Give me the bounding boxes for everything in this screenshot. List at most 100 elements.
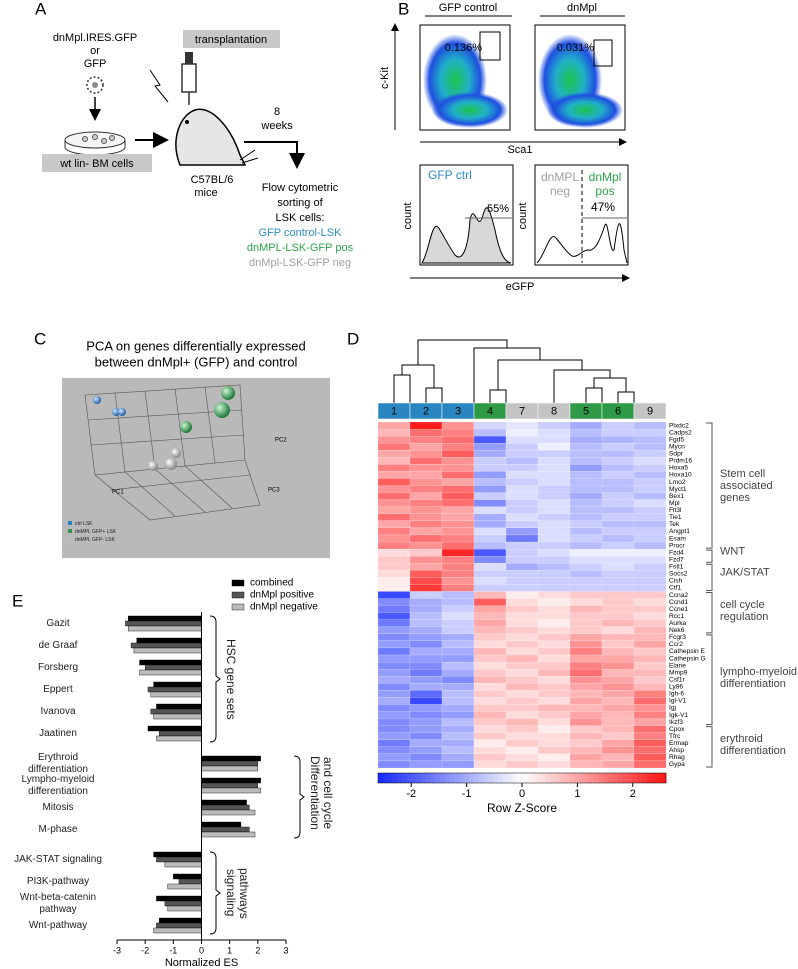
group-bracket — [706, 726, 713, 768]
column-label: 1 — [391, 405, 397, 417]
group-label: signaling pathways — [224, 867, 251, 919]
gene-label: Rcc1 — [669, 613, 684, 620]
heatmap-cell — [505, 753, 539, 762]
gene-label: Cpox — [669, 726, 685, 733]
heatmap-cell — [633, 633, 667, 641]
heatmap-cell — [601, 513, 635, 521]
heatmap-cell — [569, 732, 603, 740]
panel-label: B — [398, 0, 409, 18]
heatmap-cell — [601, 450, 635, 458]
mouse-text: mice — [194, 187, 217, 199]
heatmap-cell — [633, 662, 667, 670]
flow-density — [547, 92, 623, 128]
bar — [147, 686, 202, 693]
heatmap-cell — [601, 711, 635, 719]
color-key-step — [483, 773, 489, 783]
bar — [147, 725, 202, 732]
heatmap-cell — [473, 683, 507, 691]
heatmap-cell — [377, 443, 411, 451]
pca-title: PCA on genes differentially expressed — [86, 338, 305, 353]
heatmap-cell — [377, 436, 411, 444]
heatmap-cell — [505, 436, 539, 444]
heatmap-cell — [601, 471, 635, 479]
category-label: Lympho-myeloid differentiation — [21, 774, 95, 797]
color-key-step — [416, 773, 422, 783]
heatmap-cell — [505, 690, 539, 698]
heatmap-cell — [473, 457, 507, 465]
legend-label: dnMPL GFP- LSK — [75, 537, 115, 543]
heatmap-cell — [569, 633, 603, 641]
heatmap-cell — [505, 450, 539, 458]
group-label: cell cycle regulation — [720, 598, 769, 623]
heatmap-cell — [473, 711, 507, 719]
gene-label: Esam — [669, 535, 686, 542]
heatmap-cell — [569, 513, 603, 521]
heatmap-cell — [441, 654, 475, 663]
gene-label: Fstl1 — [669, 564, 684, 571]
heatmap-cell — [473, 485, 507, 493]
color-key-step — [498, 773, 504, 783]
heatmap-cell — [633, 527, 667, 536]
heatmap-cell — [601, 619, 635, 627]
bar — [164, 900, 202, 907]
heatmap-cell — [377, 577, 411, 585]
bar — [144, 664, 202, 671]
heatmap-cell — [473, 549, 507, 557]
heatmap-cell — [601, 725, 635, 733]
heatmap-cell — [505, 534, 539, 543]
color-key-step — [488, 773, 494, 783]
color-key-step — [531, 773, 537, 783]
heatmap-cell — [633, 520, 667, 528]
heatmap-cell — [601, 443, 635, 451]
color-key-step — [642, 773, 648, 783]
x-tick-label: 1 — [227, 945, 232, 955]
category-label: Ivanova — [40, 706, 76, 717]
category-label: Wnt-beta-catenin pathway — [19, 892, 97, 915]
group-bracket — [209, 851, 221, 935]
axis-label: count — [517, 203, 529, 230]
heatmap-cell — [505, 421, 539, 430]
heatmap-cell — [569, 443, 603, 451]
color-key-step — [565, 773, 571, 783]
heatmap-cell — [505, 612, 539, 620]
color-key-step — [661, 773, 667, 783]
heatmap-cell — [377, 697, 411, 705]
heatmap-cell — [441, 499, 475, 507]
heatmap-cell — [601, 421, 635, 430]
figure-shape — [92, 134, 98, 140]
gene-label: Elane — [669, 662, 686, 669]
x-tick-label: 2 — [255, 945, 260, 955]
heatmap-cell — [409, 669, 443, 677]
gene-label: Ccna2 — [669, 592, 688, 599]
heatmap-cell — [505, 746, 539, 754]
heatmap-cell — [409, 421, 443, 430]
heatmap-cell — [569, 598, 603, 606]
heatmap-cell — [377, 584, 411, 592]
x-tick-label: 0 — [199, 945, 204, 955]
heatmap-cell — [601, 676, 635, 684]
color-key-step — [651, 773, 657, 783]
heatmap-cell — [633, 654, 667, 663]
heatmap-cell — [473, 428, 507, 437]
heatmap-cell — [409, 725, 443, 733]
heatmap-cell — [601, 591, 635, 599]
heatmap-cell — [441, 598, 475, 606]
histogram-label: dnMpl — [589, 170, 622, 184]
histogram-label: pos — [595, 184, 614, 198]
panel-c: PCA on genes differentially expressed be… — [62, 338, 330, 558]
heatmap-cell — [377, 485, 411, 493]
heatmap-cell — [601, 626, 635, 634]
heatmap-cell — [505, 584, 539, 592]
heatmap-cell — [537, 506, 571, 514]
heatmap-cell — [473, 450, 507, 458]
heatmap-cell — [569, 676, 603, 684]
gene-label: Fcgr3 — [669, 634, 686, 641]
heatmap-cell — [505, 640, 539, 649]
heatmap-cell — [537, 563, 571, 571]
heatmap-cell — [377, 513, 411, 521]
heatmap-cell — [377, 471, 411, 479]
color-key-step — [397, 773, 403, 783]
heatmap-cell — [505, 513, 539, 521]
heatmap-cell — [473, 584, 507, 592]
